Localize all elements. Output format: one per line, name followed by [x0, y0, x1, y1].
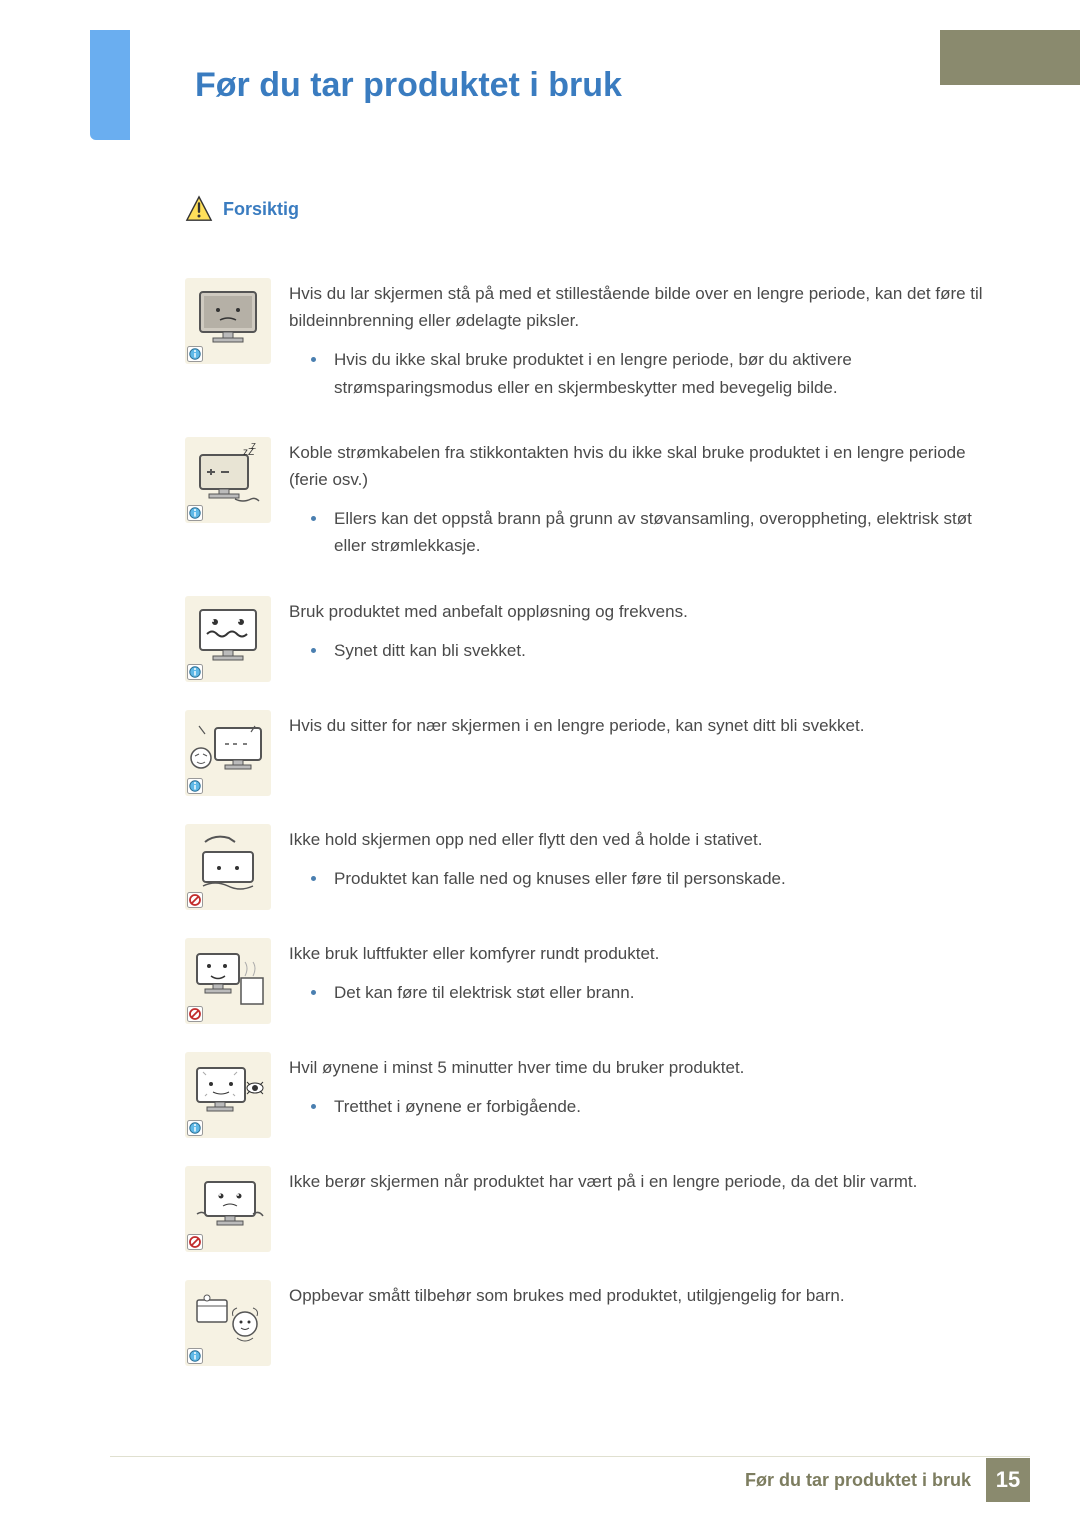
caution-lead-text: Koble strømkabelen fra stikkontakten hvi… — [289, 439, 990, 493]
footer-rule — [110, 1456, 1030, 1457]
info-badge-icon — [187, 505, 203, 521]
page-number-box: 15 — [986, 1458, 1030, 1502]
bullet-text: Synet ditt kan bli svekket. — [334, 637, 526, 664]
svg-text:Z: Z — [251, 442, 256, 451]
prohibit-badge-icon — [187, 1234, 203, 1250]
caution-lead-text: Hvis du lar skjermen stå på med et still… — [289, 280, 990, 334]
caution-item: Ikke hold skjermen opp ned eller flytt d… — [185, 824, 990, 910]
caution-text: Hvis du sitter for nær skjermen i en len… — [289, 710, 990, 751]
caution-illustration-icon — [185, 1052, 271, 1138]
caution-text: Hvis du lar skjermen stå på med et still… — [289, 278, 990, 409]
caution-illustration-icon: zZZ — [185, 437, 271, 523]
caution-item: Oppbevar smått tilbehør som brukes med p… — [185, 1280, 990, 1366]
caution-lead-text: Hvis du sitter for nær skjermen i en len… — [289, 712, 990, 739]
bullet-text: Det kan føre til elektrisk støt eller br… — [334, 979, 634, 1006]
caution-text: Ikke berør skjermen når produktet har væ… — [289, 1166, 990, 1207]
caution-lead-text: Ikke bruk luftfukter eller komfyrer rund… — [289, 940, 990, 967]
caution-bullet: Synet ditt kan bli svekket. — [311, 637, 990, 664]
caution-text: Ikke bruk luftfukter eller komfyrer rund… — [289, 938, 990, 1014]
bullet-dot-icon — [311, 876, 316, 881]
caution-item: Hvis du sitter for nær skjermen i en len… — [185, 710, 990, 796]
caution-lead-text: Oppbevar smått tilbehør som brukes med p… — [289, 1282, 990, 1309]
footer-title: Før du tar produktet i bruk — [745, 1470, 971, 1491]
caution-illustration-icon — [185, 824, 271, 910]
caution-bullet: Produktet kan falle ned og knuses eller … — [311, 865, 990, 892]
bullet-text: Ellers kan det oppstå brann på grunn av … — [334, 505, 990, 559]
caution-heading: Forsiktig — [185, 195, 990, 223]
caution-text: Oppbevar smått tilbehør som brukes med p… — [289, 1280, 990, 1321]
caution-bullet: Det kan føre til elektrisk støt eller br… — [311, 979, 990, 1006]
caution-lead-text: Hvil øynene i minst 5 minutter hver time… — [289, 1054, 990, 1081]
page-number: 15 — [996, 1467, 1020, 1493]
caution-item: Bruk produktet med anbefalt oppløsning o… — [185, 596, 990, 682]
side-tab — [90, 30, 130, 140]
caution-lead-text: Bruk produktet med anbefalt oppløsning o… — [289, 598, 990, 625]
page-title: Før du tar produktet i bruk — [195, 66, 622, 105]
caution-bullet: Hvis du ikke skal bruke produktet i en l… — [311, 346, 990, 400]
caution-bullet: Tretthet i øynene er forbigående. — [311, 1093, 990, 1120]
info-badge-icon — [187, 1120, 203, 1136]
bullet-dot-icon — [311, 648, 316, 653]
bullet-dot-icon — [311, 1104, 316, 1109]
warning-triangle-icon — [185, 195, 213, 223]
caution-text: Koble strømkabelen fra stikkontakten hvi… — [289, 437, 990, 568]
prohibit-badge-icon — [187, 1006, 203, 1022]
caution-text: Bruk produktet med anbefalt oppløsning o… — [289, 596, 990, 672]
caution-lead-text: Ikke berør skjermen når produktet har væ… — [289, 1168, 990, 1195]
header-title-wrap: Før du tar produktet i bruk — [90, 30, 940, 140]
caution-illustration-icon — [185, 710, 271, 796]
content-area: Forsiktig Hvis du lar skjermen stå på me… — [185, 195, 990, 1394]
info-badge-icon — [187, 346, 203, 362]
caution-illustration-icon — [185, 1166, 271, 1252]
caution-item: Ikke berør skjermen når produktet har væ… — [185, 1166, 990, 1252]
bullet-dot-icon — [311, 357, 316, 362]
caution-label: Forsiktig — [223, 199, 299, 220]
bullet-text: Produktet kan falle ned og knuses eller … — [334, 865, 786, 892]
caution-text: Ikke hold skjermen opp ned eller flytt d… — [289, 824, 990, 900]
caution-item: Hvil øynene i minst 5 minutter hver time… — [185, 1052, 990, 1138]
caution-item: Hvis du lar skjermen stå på med et still… — [185, 278, 990, 409]
caution-bullet: Ellers kan det oppstå brann på grunn av … — [311, 505, 990, 559]
bullet-dot-icon — [311, 516, 316, 521]
bullet-text: Hvis du ikke skal bruke produktet i en l… — [334, 346, 990, 400]
info-badge-icon — [187, 1348, 203, 1364]
caution-lead-text: Ikke hold skjermen opp ned eller flytt d… — [289, 826, 990, 853]
caution-illustration-icon — [185, 278, 271, 364]
bullet-text: Tretthet i øynene er forbigående. — [334, 1093, 581, 1120]
footer: Før du tar produktet i bruk 15 — [745, 1458, 1030, 1502]
caution-illustration-icon — [185, 596, 271, 682]
caution-text: Hvil øynene i minst 5 minutter hver time… — [289, 1052, 990, 1128]
caution-item: zZZ Koble strømkabelen fra stikkontakten … — [185, 437, 990, 568]
info-badge-icon — [187, 778, 203, 794]
prohibit-badge-icon — [187, 892, 203, 908]
caution-illustration-icon — [185, 938, 271, 1024]
info-badge-icon — [187, 664, 203, 680]
caution-item: Ikke bruk luftfukter eller komfyrer rund… — [185, 938, 990, 1024]
caution-illustration-icon — [185, 1280, 271, 1366]
bullet-dot-icon — [311, 990, 316, 995]
